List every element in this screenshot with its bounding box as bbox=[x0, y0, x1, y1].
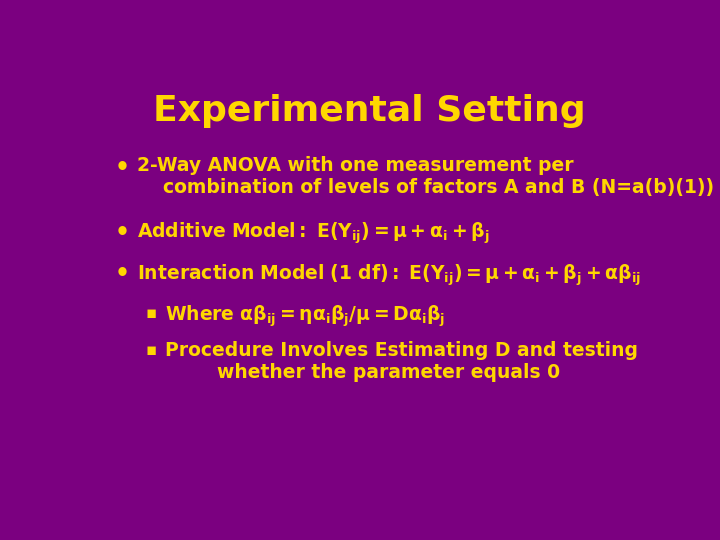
Text: $\bf{Interaction\ Model\ (1\ df):\ E(Y_{ij})= \mu + \alpha_i + \beta_j + \alpha\: $\bf{Interaction\ Model\ (1\ df):\ E(Y_{… bbox=[138, 262, 642, 288]
Text: Procedure Involves Estimating D and testing
        whether the parameter equals: Procedure Involves Estimating D and test… bbox=[166, 341, 639, 382]
Text: •: • bbox=[115, 262, 130, 286]
Text: Experimental Setting: Experimental Setting bbox=[153, 94, 585, 128]
Text: 2-Way ANOVA with one measurement per
    combination of levels of factors A and : 2-Way ANOVA with one measurement per com… bbox=[138, 156, 714, 197]
Text: •: • bbox=[115, 221, 130, 245]
Text: ▪: ▪ bbox=[145, 341, 157, 359]
Text: $\bf{Where\ \alpha\beta_{ij} = \eta\alpha_i\beta_j/\mu = D\alpha_i\beta_j}$: $\bf{Where\ \alpha\beta_{ij} = \eta\alph… bbox=[166, 304, 446, 329]
Text: $\bf{Additive\ Model:\ E(Y_{ij})= \mu + \alpha_i + \beta_j}$: $\bf{Additive\ Model:\ E(Y_{ij})= \mu + … bbox=[138, 221, 490, 246]
Text: •: • bbox=[115, 156, 130, 180]
Text: ▪: ▪ bbox=[145, 304, 157, 322]
